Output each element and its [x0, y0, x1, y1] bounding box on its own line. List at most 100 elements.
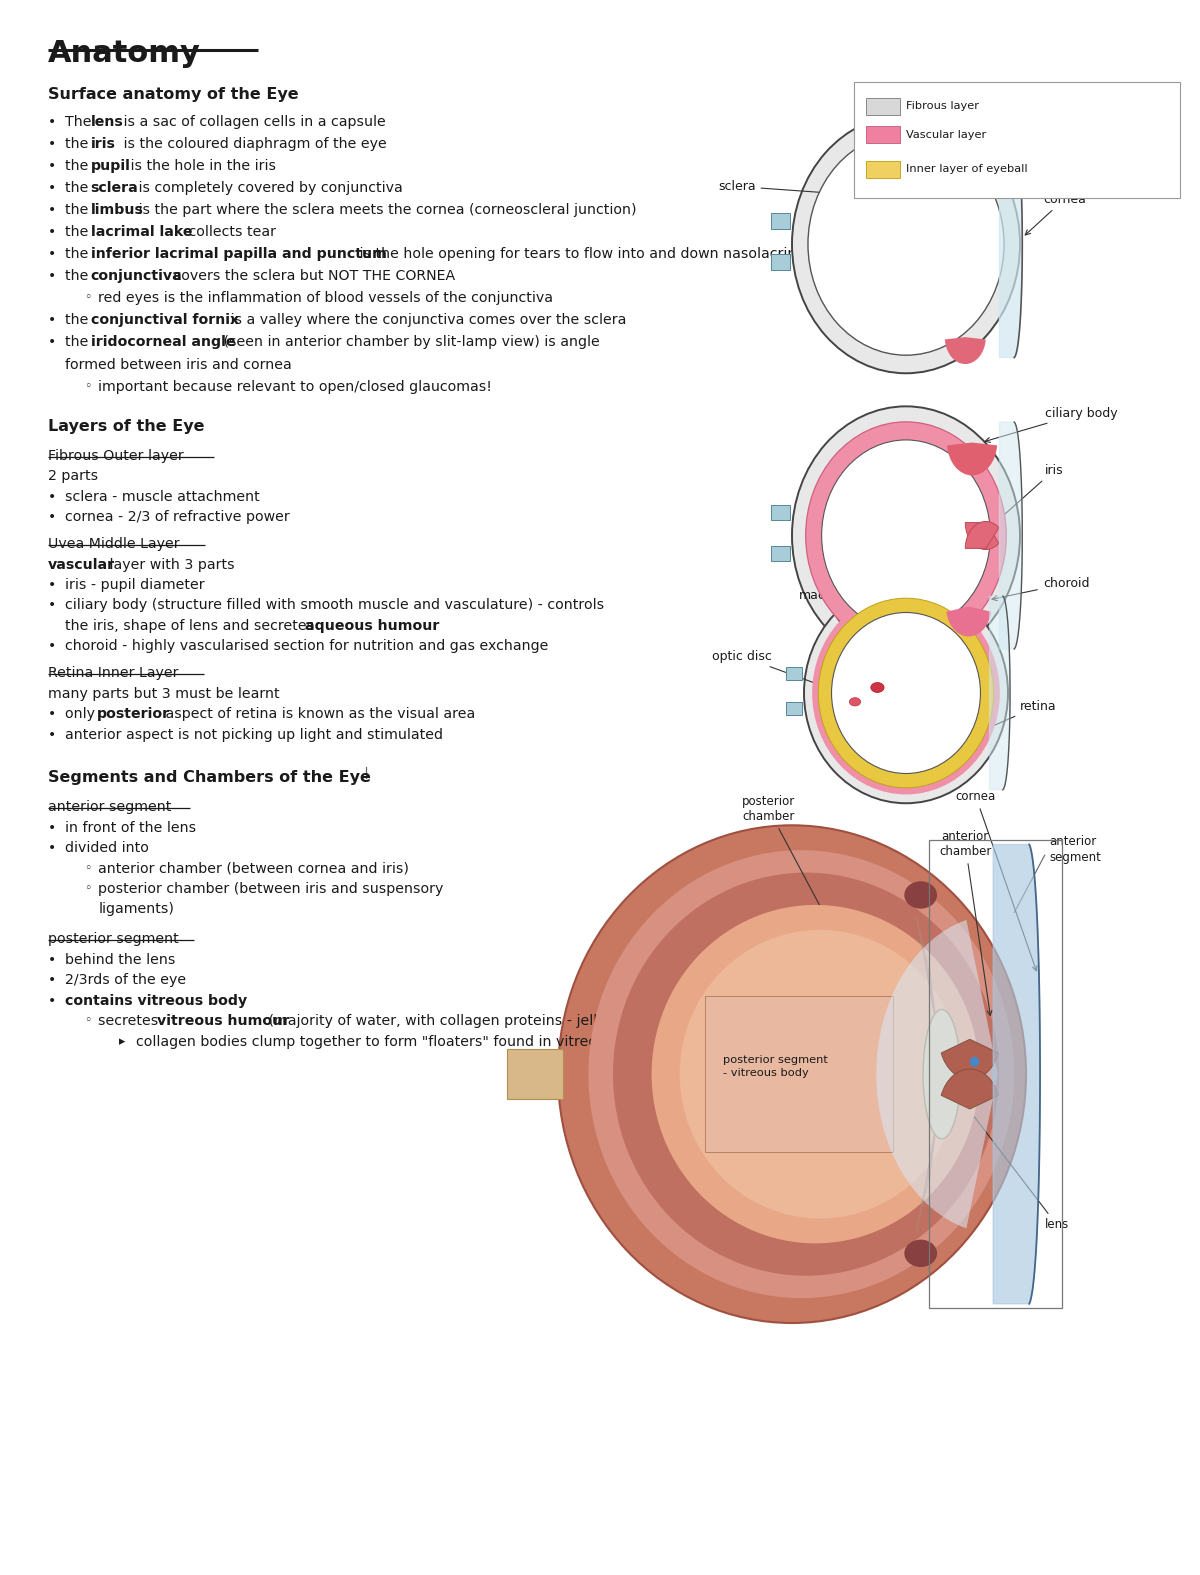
Text: Fibrous layer: Fibrous layer	[906, 101, 979, 112]
Text: •: •	[48, 510, 56, 524]
Text: Fibrous Outer layer: Fibrous Outer layer	[48, 449, 184, 463]
Text: red eyes is the inflammation of blood vessels of the conjunctiva: red eyes is the inflammation of blood ve…	[98, 291, 553, 306]
Ellipse shape	[970, 1057, 979, 1066]
Text: •: •	[48, 115, 56, 129]
Text: the: the	[65, 269, 92, 284]
Text: is a valley where the conjunctiva comes over the sclera: is a valley where the conjunctiva comes …	[227, 313, 626, 328]
FancyBboxPatch shape	[854, 82, 1180, 198]
Wedge shape	[947, 443, 997, 476]
Text: aspect of retina is known as the visual area: aspect of retina is known as the visual …	[162, 707, 475, 721]
Text: 2/3rds of the eye: 2/3rds of the eye	[65, 973, 186, 988]
Text: is completely covered by conjunctiva: is completely covered by conjunctiva	[133, 181, 402, 195]
Text: Segments and Chambers of the Eye: Segments and Chambers of the Eye	[48, 770, 371, 786]
Text: choroid - highly vascularised section for nutrition and gas exchange: choroid - highly vascularised section fo…	[65, 639, 548, 654]
Ellipse shape	[818, 598, 994, 788]
Ellipse shape	[679, 929, 960, 1219]
Text: the: the	[65, 137, 92, 151]
Text: lens: lens	[944, 1077, 1069, 1232]
Wedge shape	[941, 118, 990, 151]
Text: important because relevant to open/closed glaucomas!: important because relevant to open/close…	[98, 380, 492, 394]
Text: the: the	[65, 203, 92, 217]
Ellipse shape	[804, 583, 1008, 803]
Text: is the coloured diaphragm of the eye: is the coloured diaphragm of the eye	[119, 137, 388, 151]
Text: posterior: posterior	[97, 707, 170, 721]
Text: ◦: ◦	[84, 291, 91, 304]
Polygon shape	[1000, 422, 1022, 649]
Text: ciliary body: ciliary body	[985, 406, 1117, 443]
Text: Uvea Middle Layer: Uvea Middle Layer	[48, 537, 180, 551]
Text: posterior segment
- vitreous body: posterior segment - vitreous body	[724, 1055, 828, 1077]
Text: anterior chamber (between cornea and iris): anterior chamber (between cornea and iri…	[98, 862, 409, 876]
Text: covers the sclera but NOT THE CORNEA: covers the sclera but NOT THE CORNEA	[169, 269, 455, 284]
Wedge shape	[941, 1069, 998, 1109]
Polygon shape	[1000, 131, 1022, 358]
Ellipse shape	[613, 873, 1000, 1276]
Text: lens: lens	[91, 115, 124, 129]
Text: •: •	[48, 973, 56, 988]
Text: secretes: secretes	[98, 1014, 163, 1028]
Bar	[866, 98, 900, 115]
Text: ciliary body (structure filled with smooth muscle and vasculature) - controls: ciliary body (structure filled with smoo…	[65, 598, 604, 613]
Text: ◦: ◦	[84, 862, 91, 874]
Text: •: •	[48, 578, 56, 592]
FancyBboxPatch shape	[786, 702, 802, 715]
Text: ◦: ◦	[84, 882, 91, 895]
FancyBboxPatch shape	[786, 666, 802, 680]
Text: •: •	[48, 821, 56, 835]
Text: the: the	[65, 159, 92, 173]
Text: only: only	[65, 707, 100, 721]
Wedge shape	[965, 521, 998, 548]
Text: posterior segment: posterior segment	[48, 932, 179, 947]
Ellipse shape	[832, 613, 980, 773]
Text: ▸: ▸	[119, 1035, 125, 1047]
Ellipse shape	[923, 1010, 960, 1139]
Text: posterior chamber (between iris and suspensory: posterior chamber (between iris and susp…	[98, 882, 444, 896]
Text: layer with 3 parts: layer with 3 parts	[106, 558, 235, 572]
Text: inferior lacrimal papilla and punctum: inferior lacrimal papilla and punctum	[91, 247, 386, 261]
FancyBboxPatch shape	[506, 1049, 563, 1099]
Text: iris - pupil diameter: iris - pupil diameter	[65, 578, 204, 592]
Text: pupil: pupil	[91, 159, 131, 173]
Text: (majority of water, with collagen proteins - jelly-like structure): (majority of water, with collagen protei…	[264, 1014, 709, 1028]
Text: •: •	[48, 728, 56, 742]
FancyBboxPatch shape	[706, 995, 893, 1153]
FancyBboxPatch shape	[772, 504, 790, 520]
Text: •: •	[48, 203, 56, 217]
Text: •: •	[48, 639, 56, 654]
Text: lacrimal lake: lacrimal lake	[91, 225, 192, 239]
Text: •: •	[48, 225, 56, 239]
Text: the: the	[65, 181, 92, 195]
Text: The: The	[65, 115, 96, 129]
Text: anterior segment: anterior segment	[48, 800, 172, 814]
Text: formed between iris and cornea: formed between iris and cornea	[65, 358, 292, 372]
Text: •: •	[48, 137, 56, 151]
Text: Vascular layer: Vascular layer	[906, 129, 986, 140]
FancyBboxPatch shape	[772, 255, 790, 269]
Text: •: •	[48, 335, 56, 350]
Text: sclera - muscle attachment: sclera - muscle attachment	[65, 490, 259, 504]
Text: •: •	[48, 994, 56, 1008]
Text: iris: iris	[991, 463, 1063, 526]
Text: the: the	[65, 247, 92, 261]
Text: •: •	[48, 598, 56, 613]
Text: in front of the lens: in front of the lens	[65, 821, 196, 835]
Text: collects tear: collects tear	[184, 225, 276, 239]
Text: •: •	[48, 159, 56, 173]
Wedge shape	[876, 920, 998, 1228]
Ellipse shape	[905, 882, 937, 909]
Text: Retina Inner Layer: Retina Inner Layer	[48, 666, 179, 680]
Text: anterior
segment: anterior segment	[1050, 835, 1102, 865]
Text: iridocorneal angle: iridocorneal angle	[91, 335, 235, 350]
Text: cornea - 2/3 of refractive power: cornea - 2/3 of refractive power	[65, 510, 289, 524]
Text: optic disc: optic disc	[713, 650, 853, 698]
Text: •: •	[48, 181, 56, 195]
Text: is the hole in the iris: is the hole in the iris	[126, 159, 276, 173]
Text: is the part where the sclera meets the cornea (corneoscleral junction): is the part where the sclera meets the c…	[133, 203, 636, 217]
Text: •: •	[48, 707, 56, 721]
Text: (seen in anterior chamber by slit-lamp view) is angle: (seen in anterior chamber by slit-lamp v…	[220, 335, 600, 350]
Text: anterior aspect is not picking up light and stimulated: anterior aspect is not picking up light …	[65, 728, 443, 742]
Text: the: the	[65, 225, 92, 239]
Text: •: •	[48, 313, 56, 328]
Text: Anatomy: Anatomy	[48, 39, 200, 68]
Wedge shape	[947, 606, 991, 636]
